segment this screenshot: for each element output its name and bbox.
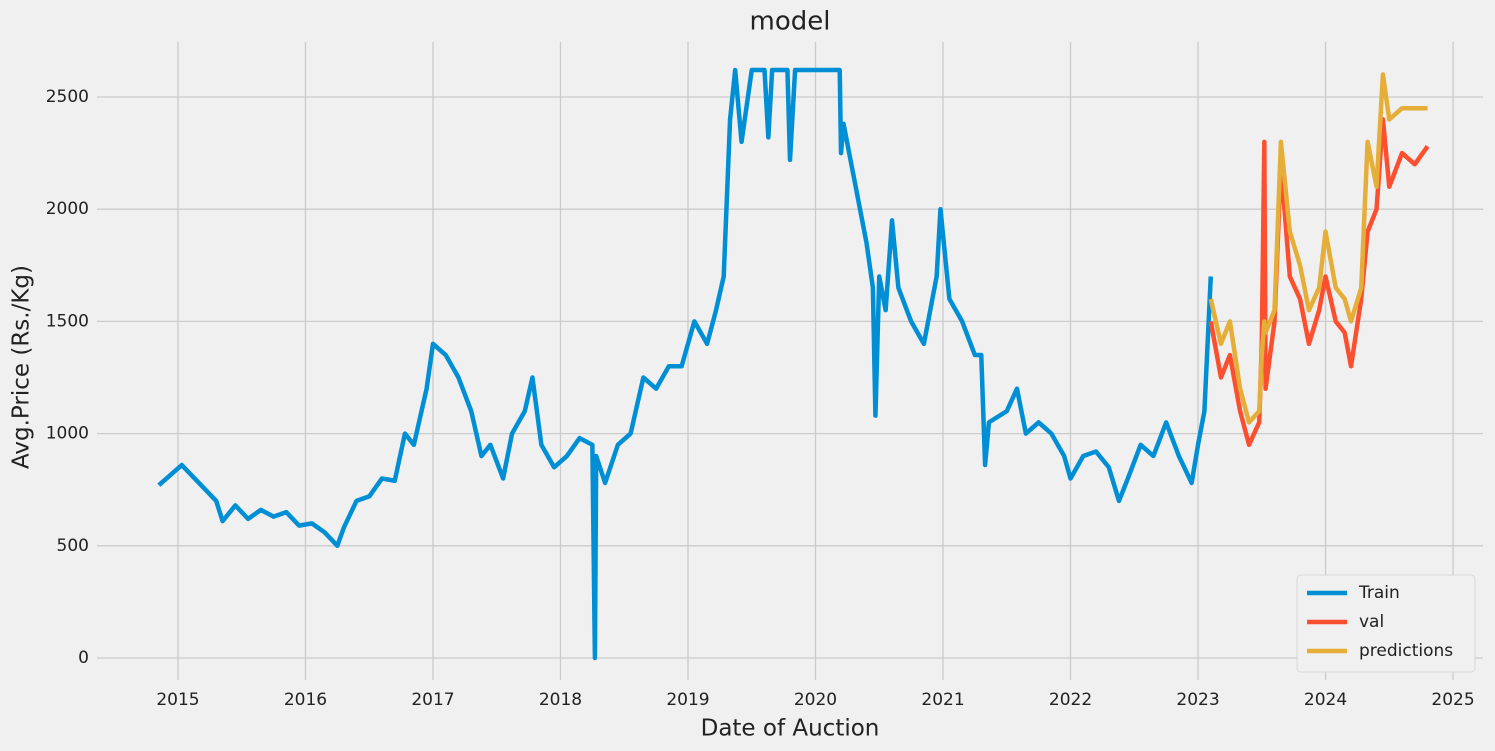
- x-tick-label: 2020: [794, 690, 837, 710]
- series-line: [157, 67, 1214, 661]
- y-tick-label: 500: [57, 536, 89, 556]
- x-tick-label: 2022: [1049, 690, 1092, 710]
- x-axis-label: Date of Auction: [701, 716, 880, 742]
- x-tick-label: 2017: [411, 690, 454, 710]
- legend-label: predictions: [1359, 641, 1453, 661]
- x-tick-label: 2024: [1304, 690, 1347, 710]
- y-tick-label: 0: [78, 648, 89, 668]
- x-tick-label: 2018: [539, 690, 582, 710]
- x-tick-label: 2015: [156, 690, 199, 710]
- y-tick-label: 1000: [46, 424, 89, 444]
- legend-label: Train: [1358, 583, 1400, 603]
- x-tick-label: 2016: [284, 690, 327, 710]
- legend-box: [1296, 574, 1476, 673]
- legend-label: val: [1359, 612, 1384, 632]
- y-tick-label: 2000: [46, 199, 89, 219]
- x-tick-label: 2023: [1176, 690, 1219, 710]
- y-tick-label: 1500: [46, 311, 89, 331]
- x-tick-label: 2019: [666, 690, 709, 710]
- y-axis-label: Avg.Price (Rs./Kg): [9, 265, 35, 469]
- x-tick-label: 2025: [1431, 690, 1474, 710]
- y-tick-label: 2500: [46, 87, 89, 107]
- chart-title: model: [750, 7, 831, 37]
- x-tick-label: 2021: [921, 690, 964, 710]
- series-line: [1208, 72, 1428, 425]
